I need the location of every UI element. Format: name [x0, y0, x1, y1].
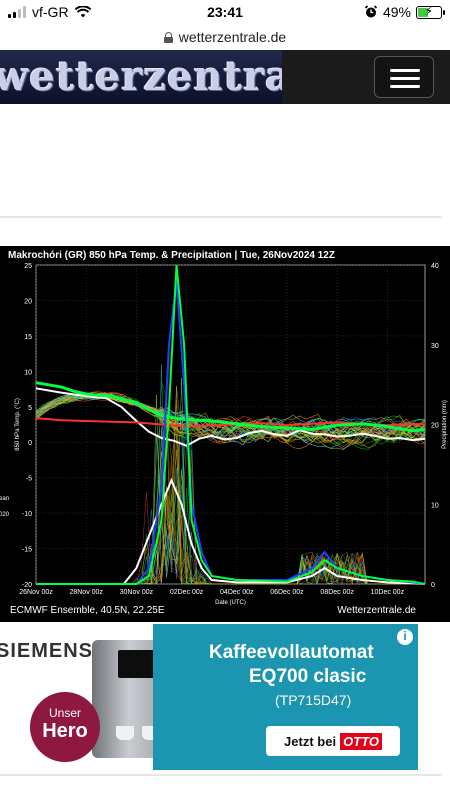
ensemble-precip-line	[36, 386, 423, 585]
battery-percent: 49%	[382, 4, 411, 20]
x-tick-label: 02Dec 00z	[170, 589, 204, 596]
ad-hero-badge: Unser Hero	[30, 692, 100, 762]
x-axis-label: Date (UTC)	[215, 600, 246, 606]
chart-footer-model: ECMWF Ensemble, 40.5N, 22.25E	[10, 605, 165, 616]
ad-model-code: (TP715D47)	[275, 692, 352, 708]
y-axis-label-right: Precipitation (mm)	[442, 400, 448, 449]
ad-badge-line1: Unser	[48, 706, 81, 720]
side-label: ean	[0, 496, 9, 502]
site-logo[interactable]: wetterzentrale	[0, 50, 282, 104]
cup-image	[116, 726, 134, 740]
y-tick-label-right: 10	[431, 502, 439, 509]
charging-bolt-icon: ⚡	[424, 3, 434, 18]
ensemble-precip-line	[36, 382, 423, 585]
ensemble-precip-line	[36, 437, 423, 585]
ad-cta-button[interactable]: Jetzt bei OTTO	[266, 726, 400, 756]
ad-cta-text: Jetzt bei	[284, 733, 337, 749]
ensemble-member-line	[35, 391, 426, 444]
meteogram-svg: 25 20 15 10 5 0 -5 -10 -15 -20 40 30 20 10 0 26Nov 00z 2…	[0, 263, 448, 606]
coffee-machine-screen	[118, 650, 158, 678]
logo-text: wetterzentrale	[0, 53, 282, 100]
battery-icon: ⚡	[416, 3, 445, 19]
divider-top	[0, 216, 442, 218]
y-tick-label-left: 20	[24, 298, 32, 305]
address-bar[interactable]: wetterzentrale.de	[0, 24, 450, 50]
x-tick-label: 26Nov 00z	[19, 589, 53, 596]
x-tick-label: 04Dec 00z	[220, 589, 254, 596]
wifi-icon	[74, 6, 91, 18]
ad-text-panel[interactable]: Kaffeevollautomat EQ700 clasic (TP715D47…	[153, 624, 418, 770]
series-line-0	[35, 387, 426, 447]
ensemble-precip-line	[36, 426, 423, 585]
y-tick-label-left: -15	[22, 547, 32, 554]
ensemble-member-line	[35, 392, 426, 450]
divider-bottom	[0, 774, 442, 776]
status-bar: vf-GR 23:41 49% ⚡	[0, 0, 450, 24]
y-tick-label-right: 0	[431, 582, 435, 589]
alarm-icon	[364, 5, 378, 18]
ensemble-precip-line	[36, 430, 423, 585]
otto-logo: OTTO	[340, 732, 382, 750]
ensemble-precip-line	[36, 377, 423, 585]
advertisement[interactable]: SIEMENS Unser Hero Kaffeevollautomat EQ7…	[0, 624, 418, 770]
hamburger-icon-bar	[390, 85, 420, 88]
lock-icon	[163, 31, 173, 43]
ad-title: Kaffeevollautomat	[209, 642, 374, 663]
meteogram-chart: 25 20 15 10 5 0 -5 -10 -15 -20 40 30 20 10 0 26Nov 00z 2…	[0, 246, 450, 622]
x-tick-label: 08Dec 00z	[320, 589, 354, 596]
hamburger-icon	[390, 69, 420, 72]
carrier-label: vf-GR	[32, 4, 69, 20]
y-tick-label-left: -5	[26, 476, 32, 483]
status-left: vf-GR	[8, 4, 91, 20]
y-tick-label-left: 0	[28, 440, 32, 447]
ad-product-area[interactable]: SIEMENS Unser Hero	[0, 624, 184, 770]
ad-brand: SIEMENS	[0, 640, 94, 662]
status-right: 49% ⚡	[364, 3, 445, 20]
url-text: wetterzentrale.de	[178, 29, 287, 45]
y-tick-label-left: 5	[28, 405, 32, 412]
y-tick-label-left: 10	[24, 369, 32, 376]
ad-model: EQ700 clasic	[249, 666, 367, 687]
ensemble-precip-line	[36, 428, 423, 585]
y-tick-label-left: 25	[24, 263, 32, 270]
series-line-5	[36, 264, 426, 585]
battery-fill	[418, 7, 429, 17]
signal-icon	[8, 6, 26, 18]
x-tick-label: 10Dec 00z	[371, 589, 405, 596]
hamburger-icon-bar	[390, 77, 420, 80]
y-tick-label-left: -10	[22, 511, 32, 518]
chart-footer-credit: Wetterzentrale.de	[337, 605, 416, 616]
status-time: 23:41	[207, 4, 243, 20]
y-tick-label-right: 20	[431, 423, 439, 430]
y-axis-label-left: 850 hPa Temp. (°C)	[15, 398, 21, 451]
ensemble-precip-line	[36, 410, 423, 585]
side-label: 020	[0, 512, 10, 518]
y-tick-label-right: 40	[431, 263, 439, 270]
ad-badge-line2: Hero	[42, 720, 88, 742]
site-header: wetterzentrale	[0, 50, 450, 104]
ensemble-precip-line	[36, 449, 423, 585]
ensemble-precip-line	[36, 386, 423, 585]
x-tick-label: 06Dec 00z	[270, 589, 304, 596]
ad-info-icon[interactable]: i	[396, 628, 414, 646]
y-tick-label-left: -20	[22, 582, 32, 589]
series-line-2	[35, 381, 426, 433]
x-tick-label: 30Nov 00z	[120, 589, 154, 596]
x-tick-label: 28Nov 00z	[69, 589, 103, 596]
chart-title: Makrochóri (GR) 850 hPa Temp. & Precipit…	[8, 250, 335, 261]
menu-button[interactable]	[374, 56, 434, 98]
y-tick-label-left: 15	[24, 334, 32, 341]
series-line-3	[36, 477, 426, 585]
y-tick-label-right: 30	[431, 343, 439, 350]
